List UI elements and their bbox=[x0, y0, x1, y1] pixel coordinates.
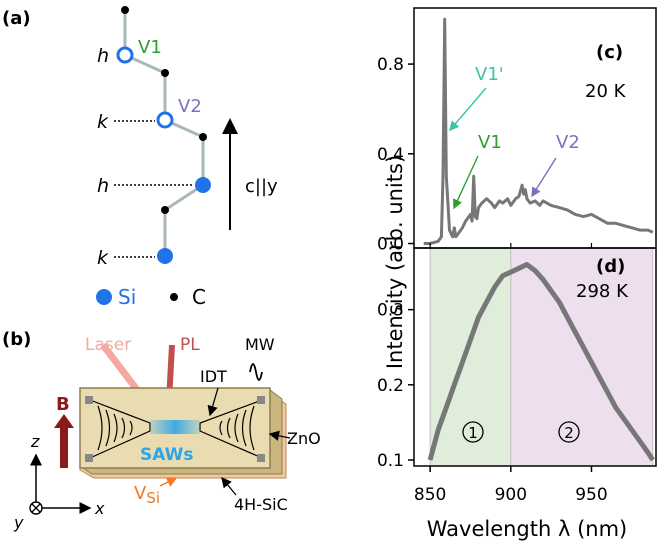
site-label: k bbox=[97, 111, 109, 133]
silicon-atom bbox=[195, 177, 211, 193]
vsi-label: VSi bbox=[134, 483, 160, 507]
y-tick-label-d: 0.2 bbox=[377, 376, 404, 396]
zno-label: ZnO bbox=[287, 429, 321, 448]
region-1-marker bbox=[462, 421, 484, 443]
panel-a-label: (a) bbox=[2, 8, 31, 29]
vacancy-v2 bbox=[156, 111, 174, 129]
idt-pointer bbox=[207, 387, 219, 417]
contact-pad bbox=[257, 396, 265, 404]
x-tick-label: 850 bbox=[414, 485, 446, 505]
spectrum-20k-line bbox=[423, 17, 654, 245]
b-field-label: B bbox=[56, 394, 70, 415]
panel-b-label: (b) bbox=[2, 329, 31, 350]
region-2-marker bbox=[558, 421, 580, 443]
x-tick-label: 950 bbox=[575, 485, 607, 505]
panel-d-temperature: 298 K bbox=[576, 281, 629, 302]
spectra-panels: 0.0 0.4 0.8 0.1 0.2 0.3 850 900 950 (c) 20 K V1'… bbox=[377, 7, 657, 541]
x-axis-title: Wavelength λ (nm) bbox=[427, 517, 628, 541]
panel-c-label: (c) bbox=[596, 42, 623, 63]
site-leaders bbox=[114, 120, 193, 258]
spectrum-298k-line bbox=[427, 262, 655, 462]
contact-pad bbox=[85, 396, 93, 404]
contact-pad bbox=[257, 454, 265, 462]
idt-label: IDT bbox=[200, 367, 227, 386]
saws-label: SAWs bbox=[140, 445, 194, 465]
v1-prime-arrow bbox=[449, 87, 487, 132]
v1-annotation: V1 bbox=[478, 132, 502, 153]
v2-arrow bbox=[531, 157, 557, 198]
z-axis-label: z bbox=[30, 432, 40, 451]
site-label: k bbox=[97, 247, 109, 269]
panel-a: (a) h k h k V1 bbox=[2, 6, 278, 309]
v1-label: V1 bbox=[138, 37, 162, 58]
vsi-pointer bbox=[159, 477, 178, 487]
b-field-arrow bbox=[54, 414, 74, 468]
mw-label: MW bbox=[245, 335, 275, 354]
axis-ticks: 0.0 0.4 0.8 0.1 0.2 0.3 850 900 950 bbox=[377, 55, 608, 505]
legend-si-label: Si bbox=[118, 285, 136, 309]
laser-label: Laser bbox=[85, 335, 131, 355]
legend-si-marker bbox=[96, 289, 112, 305]
y-tick-label-c: 0.4 bbox=[377, 145, 404, 165]
carbon-atom bbox=[199, 133, 207, 141]
v1-arrow bbox=[453, 155, 479, 210]
contact-pad bbox=[85, 454, 93, 462]
substrate-label: 4H-SiC bbox=[234, 495, 288, 514]
y-tick-label-d: 0.1 bbox=[377, 451, 404, 471]
zno-pointer bbox=[268, 430, 291, 441]
carbon-atom bbox=[121, 6, 129, 14]
site-label: h bbox=[97, 175, 109, 197]
microwave-icon bbox=[249, 363, 263, 381]
c-axis-label: c||y bbox=[245, 176, 278, 197]
panel-d-label: (d) bbox=[596, 256, 625, 277]
carbon-atom bbox=[161, 69, 169, 77]
v2-label: V2 bbox=[178, 96, 202, 117]
panel-d-frame bbox=[413, 247, 657, 467]
y-axis-label: y bbox=[13, 513, 24, 532]
x-tick-label: 900 bbox=[495, 485, 527, 505]
site-label: h bbox=[97, 45, 109, 67]
panel-c-temperature: 20 K bbox=[585, 81, 627, 102]
region-2-label: 2 bbox=[564, 424, 574, 442]
silicon-atom bbox=[157, 248, 173, 264]
pl-label: PL bbox=[180, 335, 200, 355]
y-tick-label-c: 0.8 bbox=[377, 55, 404, 75]
x-axis-label: x bbox=[94, 499, 105, 518]
carbon-atom bbox=[161, 206, 169, 214]
y-axis-title: Intensity (arb. units) bbox=[383, 155, 407, 369]
vacancy-v1 bbox=[116, 46, 134, 64]
panel-b: (b) Laser PL MW bbox=[2, 329, 321, 532]
y-tick-label-d: 0.3 bbox=[377, 301, 404, 321]
y-axis-cross bbox=[31, 503, 41, 513]
region-1-label: 1 bbox=[468, 424, 478, 442]
legend-c-label: C bbox=[192, 285, 206, 309]
saw-region bbox=[150, 420, 200, 434]
legend-c-marker bbox=[170, 293, 178, 301]
y-tick-label-c: 0.0 bbox=[377, 235, 404, 255]
v1-prime-annotation: V1' bbox=[475, 64, 504, 85]
bond-chain bbox=[123, 10, 205, 256]
v2-annotation: V2 bbox=[556, 132, 580, 153]
substrate-pointer bbox=[221, 476, 237, 496]
